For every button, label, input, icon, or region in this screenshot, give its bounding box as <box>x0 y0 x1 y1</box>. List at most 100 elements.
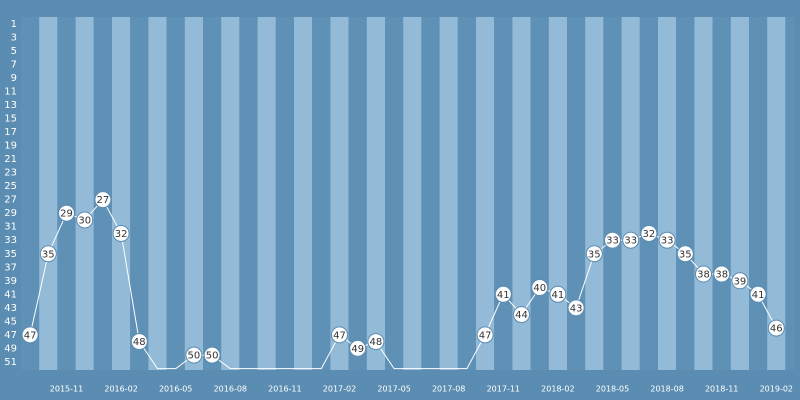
y-tick-label: 35 <box>4 249 17 260</box>
y-tick-label: 21 <box>4 154 17 165</box>
point <box>94 191 112 209</box>
stripe <box>694 17 713 370</box>
stripe <box>57 17 76 370</box>
stripe <box>130 17 149 370</box>
stripe <box>166 17 185 370</box>
stripe <box>567 17 586 370</box>
y-tick-label: 13 <box>4 100 17 111</box>
y-tick-label: 19 <box>4 141 17 152</box>
data-label: 32 <box>643 229 656 240</box>
y-tick-label: 11 <box>4 87 17 98</box>
stripe <box>676 17 695 370</box>
x-tick-label: 2018-02 <box>541 385 574 394</box>
x-tick-label: 2016-05 <box>159 385 192 394</box>
stripe <box>476 17 495 370</box>
x-tick-label: 2017-02 <box>323 385 356 394</box>
stripe <box>457 17 476 370</box>
data-label: 41 <box>552 290 565 301</box>
point <box>58 204 75 222</box>
point <box>367 333 385 351</box>
data-label: 35 <box>42 249 55 260</box>
point <box>676 245 694 263</box>
point <box>658 231 676 249</box>
stripe <box>348 17 367 370</box>
stripe <box>712 17 731 370</box>
data-label: 35 <box>679 249 692 260</box>
point <box>494 285 512 303</box>
point <box>567 299 585 317</box>
stripe <box>439 17 458 370</box>
point <box>203 346 221 364</box>
y-tick-label: 15 <box>4 114 17 125</box>
stripe <box>639 17 658 370</box>
data-label: 29 <box>60 209 73 220</box>
stripe <box>548 17 567 370</box>
y-tick-label: 17 <box>4 127 17 138</box>
x-tick-label: 2016-11 <box>268 385 301 394</box>
data-label: 32 <box>115 229 128 240</box>
data-label: 35 <box>588 249 601 260</box>
y-tick-label: 37 <box>4 262 17 273</box>
x-tick-label: 2018-05 <box>596 385 629 394</box>
stripe <box>184 17 203 370</box>
point <box>331 326 348 344</box>
point <box>749 285 767 303</box>
x-tick-label: 2017-11 <box>487 385 520 394</box>
point <box>112 224 130 242</box>
stripe <box>658 17 677 370</box>
stripe <box>767 17 786 370</box>
data-label: 43 <box>570 303 583 314</box>
stripe <box>512 17 531 370</box>
point <box>767 319 785 337</box>
y-tick-label: 49 <box>4 343 17 354</box>
stripe <box>330 17 349 370</box>
stripe <box>221 17 240 370</box>
x-tick-label: 2015-11 <box>50 385 83 394</box>
point <box>549 285 567 303</box>
y-tick-label: 1 <box>11 19 17 30</box>
y-tick-label: 3 <box>11 32 17 43</box>
y-tick-label: 33 <box>4 235 17 246</box>
y-tick-label: 51 <box>4 357 17 368</box>
y-tick-label: 39 <box>4 276 17 287</box>
stripe <box>112 17 131 370</box>
point <box>349 339 367 357</box>
point <box>76 211 94 229</box>
stripe <box>621 17 640 370</box>
data-label: 27 <box>97 195 110 206</box>
point <box>585 245 603 263</box>
stripe <box>366 17 385 370</box>
data-label: 50 <box>206 351 219 362</box>
x-tick-label: 2019-02 <box>760 385 793 394</box>
y-tick-label: 5 <box>11 46 17 57</box>
y-tick-label: 45 <box>4 316 17 327</box>
y-tick-label: 25 <box>4 181 17 192</box>
stripe <box>585 17 604 370</box>
data-label: 48 <box>370 337 383 348</box>
point <box>713 265 731 283</box>
x-tick-label: 2016-08 <box>214 385 247 394</box>
stripe <box>148 17 167 370</box>
data-label: 30 <box>78 215 91 226</box>
data-label: 33 <box>661 236 674 247</box>
data-label: 41 <box>497 290 510 301</box>
data-label: 44 <box>515 310 528 321</box>
stripe <box>530 17 549 370</box>
stripe <box>294 17 313 370</box>
stripe <box>275 17 294 370</box>
point <box>130 333 148 351</box>
point <box>21 326 39 344</box>
data-label: 40 <box>533 283 546 294</box>
x-tick-label: 2018-08 <box>650 385 683 394</box>
point <box>476 326 494 344</box>
stripe <box>239 17 258 370</box>
point <box>185 346 203 364</box>
point <box>604 231 621 249</box>
y-tick-label: 29 <box>4 208 17 219</box>
stripe <box>203 17 222 370</box>
x-tick-label: 2018-11 <box>705 385 738 394</box>
stripe <box>312 17 331 370</box>
stripe <box>730 17 749 370</box>
